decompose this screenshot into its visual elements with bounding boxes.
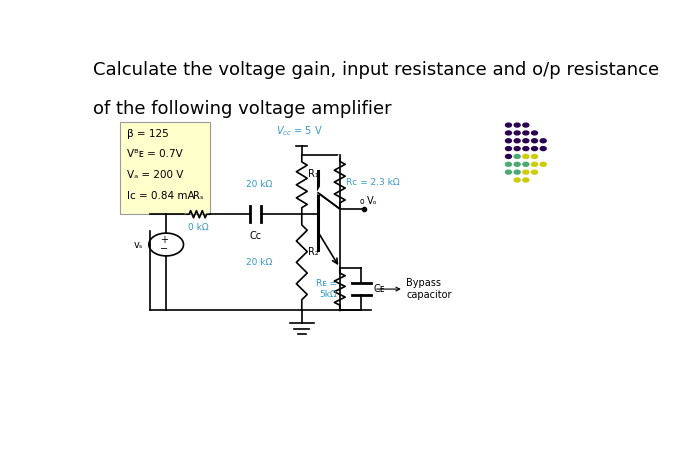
Text: Rₛ: Rₛ [193,191,203,200]
Circle shape [531,170,538,174]
Text: Vₐ = 200 V: Vₐ = 200 V [127,170,183,180]
Text: $V_{cc}$ = 5 V: $V_{cc}$ = 5 V [276,125,323,138]
Circle shape [523,147,528,150]
Text: 0 kΩ: 0 kΩ [188,223,208,232]
Circle shape [540,139,546,143]
Text: −: − [160,244,168,254]
Circle shape [514,123,520,127]
Circle shape [540,163,546,166]
Circle shape [505,147,512,150]
Text: 20 kΩ: 20 kΩ [246,258,272,267]
Text: Vᴮᴇ = 0.7V: Vᴮᴇ = 0.7V [127,150,182,159]
Circle shape [531,155,538,158]
Circle shape [514,170,520,174]
Text: Calculate the voltage gain, input resistance and o/p resistance: Calculate the voltage gain, input resist… [93,61,659,79]
Text: +: + [160,235,168,245]
Circle shape [505,155,512,158]
FancyBboxPatch shape [120,121,209,214]
Circle shape [531,139,538,143]
Circle shape [523,155,528,158]
Text: R₁: R₁ [308,169,319,179]
Circle shape [531,147,538,150]
Text: Iᴄ = 0.84 mA: Iᴄ = 0.84 mA [127,191,194,200]
Circle shape [514,178,520,182]
Text: Cᴄ: Cᴄ [250,232,262,241]
Text: 20 kΩ: 20 kΩ [246,180,272,189]
Circle shape [523,139,528,143]
Text: of the following voltage amplifier: of the following voltage amplifier [93,100,391,118]
Circle shape [540,147,546,150]
Circle shape [514,155,520,158]
Circle shape [523,163,528,166]
Circle shape [514,147,520,150]
Circle shape [505,170,512,174]
Circle shape [523,170,528,174]
Circle shape [523,123,528,127]
Circle shape [505,139,512,143]
Circle shape [514,131,520,135]
Circle shape [505,163,512,166]
Text: Rᴄ = 2.3 kΩ: Rᴄ = 2.3 kΩ [346,178,400,187]
Text: R₂: R₂ [308,247,319,257]
Circle shape [514,163,520,166]
Text: Vₒ: Vₒ [367,196,377,206]
Text: Bypass
capacitor: Bypass capacitor [377,278,452,300]
Circle shape [514,139,520,143]
Circle shape [531,163,538,166]
Text: o: o [360,197,365,206]
Text: Cᴇ: Cᴇ [374,284,386,294]
Text: Rᴇ =
5kΩ: Rᴇ = 5kΩ [316,279,337,299]
Text: β = 125: β = 125 [127,129,168,138]
Circle shape [505,131,512,135]
Text: vₛ: vₛ [134,239,143,250]
Circle shape [531,131,538,135]
Circle shape [523,131,528,135]
Circle shape [505,123,512,127]
Circle shape [523,178,528,182]
